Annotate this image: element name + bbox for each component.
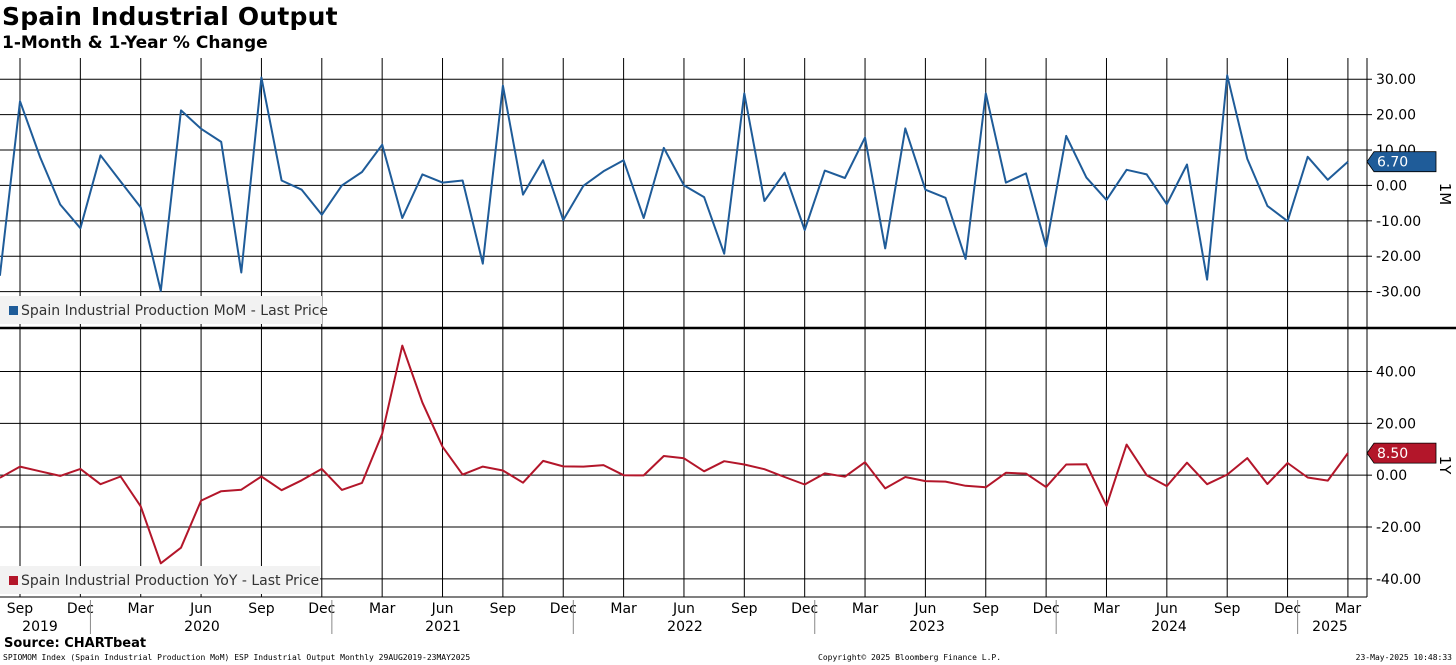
x-tick-label: Dec — [1274, 601, 1301, 617]
x-tick-label: Jun — [913, 601, 936, 617]
x-tick-label: Mar — [852, 601, 879, 617]
x-tick-label: Dec — [791, 601, 818, 617]
last-value-badge — [1366, 151, 1437, 173]
footer-copyright: Copyright© 2025 Bloomberg Finance L.P. — [818, 653, 1002, 662]
x-year-label: 2022 — [667, 619, 703, 635]
panel-side-label: 1Y — [1436, 456, 1454, 476]
x-tick-label: Sep — [1214, 601, 1241, 617]
x-tick-label: Dec — [550, 601, 577, 617]
x-tick-label: Jun — [1155, 601, 1178, 617]
x-tick-label: Dec — [308, 601, 335, 617]
legend-box — [0, 296, 322, 324]
y-tick-label: 40.00 — [1376, 364, 1416, 380]
legend-box — [0, 566, 320, 594]
x-year-label: 2025 — [1312, 619, 1348, 635]
panel-side-label: 1M — [1436, 183, 1454, 206]
source-label: Source: CHARTbeat — [4, 636, 147, 651]
chart-subtitle: 1-Month & 1-Year % Change — [2, 33, 268, 53]
x-year-label: 2020 — [184, 619, 220, 635]
legend-swatch — [9, 306, 18, 315]
x-tick-label: Mar — [610, 601, 637, 617]
last-value-label: 6.70 — [1377, 155, 1408, 171]
x-tick-label: Jun — [189, 601, 212, 617]
y-tick-label: 0.00 — [1376, 468, 1407, 484]
x-tick-label: Mar — [1335, 601, 1362, 617]
x-year-label: 2021 — [425, 619, 461, 635]
y-tick-label: 20.00 — [1376, 108, 1416, 124]
x-year-label: 2023 — [909, 619, 945, 635]
y-tick-label: 0.00 — [1376, 178, 1407, 194]
x-tick-label: Sep — [490, 601, 517, 617]
x-tick-label: Sep — [973, 601, 1000, 617]
x-year-label: 2019 — [22, 619, 58, 635]
last-value-label: 8.50 — [1377, 446, 1408, 462]
y-tick-label: -30.00 — [1376, 285, 1421, 301]
y-tick-label: 20.00 — [1376, 416, 1416, 432]
legend-swatch — [9, 576, 18, 585]
x-tick-label: Jun — [431, 601, 454, 617]
x-tick-label: Sep — [248, 601, 275, 617]
x-tick-label: Jun — [672, 601, 695, 617]
last-value-badge — [1366, 442, 1437, 464]
y-tick-label: -10.00 — [1376, 214, 1421, 230]
y-tick-label: 30.00 — [1376, 72, 1416, 88]
x-year-label: 2024 — [1151, 619, 1187, 635]
x-tick-label: Mar — [1093, 601, 1120, 617]
series-line-1M — [0, 74, 1349, 292]
x-tick-label: Dec — [67, 601, 94, 617]
legend-label: Spain Industrial Production YoY - Last P… — [21, 573, 319, 589]
x-tick-label: Dec — [1033, 601, 1060, 617]
series-line-1Y — [0, 344, 1349, 565]
x-tick-label: Mar — [128, 601, 155, 617]
x-tick-label: Sep — [731, 601, 758, 617]
y-tick-label: -40.00 — [1376, 572, 1421, 588]
x-tick-label: Sep — [7, 601, 34, 617]
footer-timestamp: 23-May-2025 10:48:33 — [1355, 653, 1452, 662]
legend-label: Spain Industrial Production MoM - Last P… — [21, 303, 328, 319]
footer-index-info: SPIOMOM Index (Spain Industrial Producti… — [3, 653, 471, 662]
y-tick-label: -20.00 — [1376, 520, 1421, 536]
chart-title: Spain Industrial Output — [2, 2, 338, 31]
x-tick-label: Mar — [369, 601, 396, 617]
y-tick-label: -20.00 — [1376, 249, 1421, 265]
